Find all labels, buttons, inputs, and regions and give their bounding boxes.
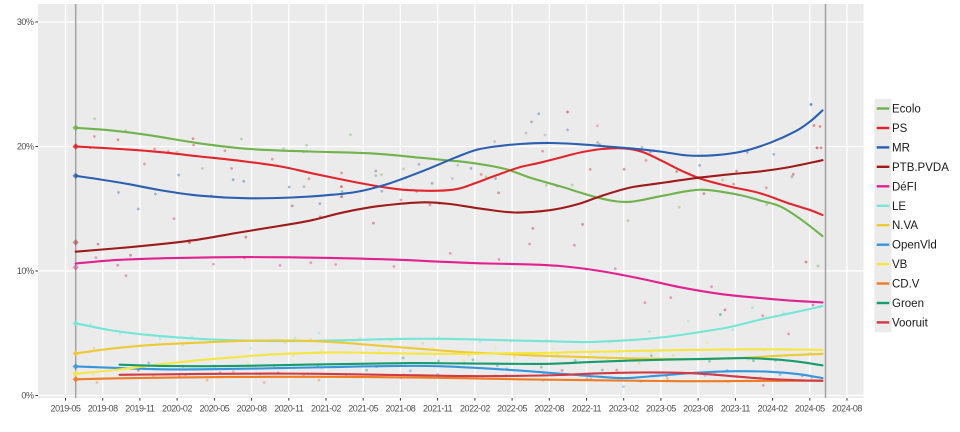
svg-text:DéFI: DéFI — [892, 181, 917, 193]
svg-text:Vooruit: Vooruit — [892, 317, 929, 329]
svg-text:0%: 0% — [21, 391, 34, 401]
svg-text:2020-05: 2020-05 — [199, 404, 229, 414]
svg-text:VB: VB — [892, 259, 908, 271]
svg-text:2023-08: 2023-08 — [683, 404, 713, 414]
svg-text:Groen: Groen — [892, 298, 924, 310]
svg-text:2023-05: 2023-05 — [646, 404, 676, 414]
svg-text:2022-11: 2022-11 — [572, 404, 602, 414]
svg-text:PS: PS — [892, 123, 908, 135]
svg-text:Ecolo: Ecolo — [892, 104, 921, 116]
svg-text:2020-11: 2020-11 — [274, 404, 304, 414]
svg-text:PTB.PVDA: PTB.PVDA — [892, 162, 949, 174]
svg-text:2019-05: 2019-05 — [51, 404, 81, 414]
svg-text:2021-02: 2021-02 — [311, 404, 341, 414]
svg-text:2022-05: 2022-05 — [497, 404, 527, 414]
svg-text:2022-02: 2022-02 — [460, 404, 490, 414]
svg-text:2021-08: 2021-08 — [385, 404, 415, 414]
svg-text:2020-08: 2020-08 — [237, 404, 267, 414]
svg-text:N.VA: N.VA — [892, 220, 918, 232]
svg-text:2024-05: 2024-05 — [795, 404, 825, 414]
svg-text:2020-02: 2020-02 — [162, 404, 192, 414]
svg-text:LE: LE — [892, 201, 906, 213]
svg-text:OpenVld: OpenVld — [892, 240, 937, 252]
svg-text:2019-11: 2019-11 — [125, 404, 155, 414]
svg-text:20%: 20% — [17, 142, 34, 152]
svg-text:2019-08: 2019-08 — [88, 404, 118, 414]
svg-text:2021-05: 2021-05 — [348, 404, 378, 414]
svg-text:2024-08: 2024-08 — [832, 404, 862, 414]
svg-text:2022-08: 2022-08 — [534, 404, 564, 414]
svg-text:2024-02: 2024-02 — [758, 404, 788, 414]
svg-text:2021-11: 2021-11 — [423, 404, 453, 414]
svg-text:2023-11: 2023-11 — [721, 404, 751, 414]
svg-text:CD.V: CD.V — [892, 279, 920, 291]
svg-text:2023-02: 2023-02 — [609, 404, 639, 414]
svg-text:10%: 10% — [17, 266, 34, 276]
svg-text:MR: MR — [892, 142, 910, 154]
svg-text:30%: 30% — [17, 17, 34, 27]
